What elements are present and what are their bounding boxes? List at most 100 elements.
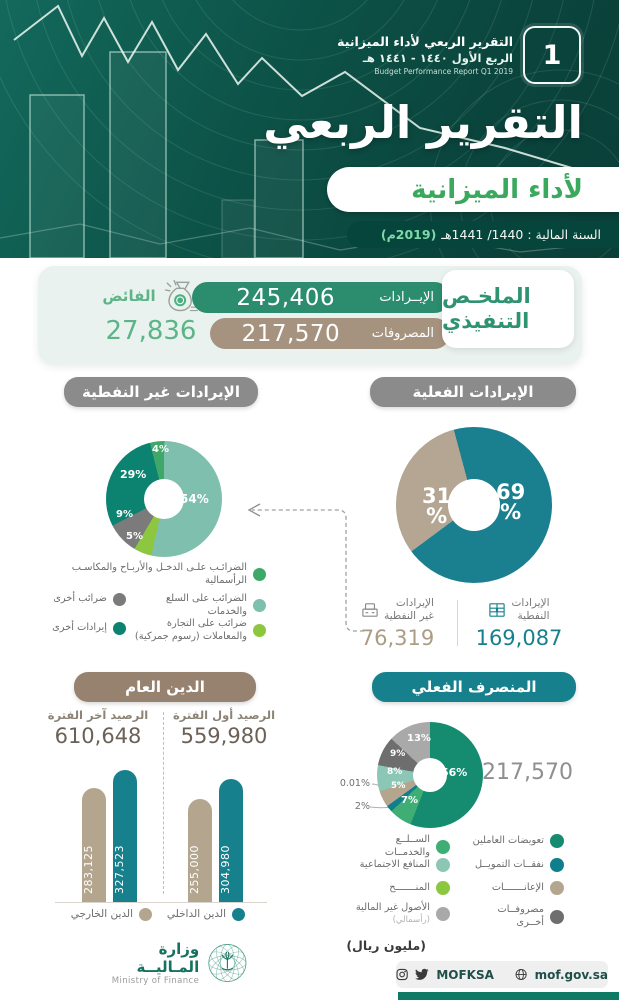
bar-internal-debt-end: 327,523 [113, 770, 137, 902]
pie-label-customs: 5% [126, 531, 143, 542]
legend-item-goods-services-exp: الســلــع والخدمــات [352, 834, 450, 859]
subtitle-strip: لأداء الميزانية [327, 167, 619, 212]
surplus-value: 27,836 [105, 316, 197, 346]
website-link[interactable]: mof.gov.sa [534, 967, 608, 982]
ministry-wordmark: وزارة المـاليــة Ministry of Finance [111, 940, 200, 986]
oil-revenues-label: الإيرادات النفطية [511, 597, 550, 623]
section-title-public-debt: الدين العام [74, 672, 256, 702]
pie-label-other-taxes: 9% [116, 509, 133, 520]
legend-item-other-revenues: إيرادات أخرى [40, 622, 126, 635]
issue-number-badge: 1 [523, 26, 581, 84]
donut-hole [413, 758, 447, 792]
stats-divider [457, 600, 458, 646]
pie-label-goods-services: 54% [180, 492, 209, 506]
revenues-pill: الإيــرادات 245,406 [192, 282, 450, 313]
surplus-block: الفائض 27,836 [86, 278, 216, 346]
legend-item-income-tax: الضرائـب علـى الدخـل والأربـاح والمكاسـب… [70, 562, 266, 587]
legend-dot [436, 858, 450, 872]
nonoil-revenues-stat: الإيرادات غير النفطية 76,319 [345, 597, 450, 650]
legend-item-external-debt: الدين الخارجي [62, 908, 152, 922]
legend-item-social-benefits: المنافع الاجتماعية [352, 858, 450, 872]
debt-groups-divider [163, 712, 164, 894]
surplus-label: الفائض [102, 287, 156, 305]
badge-line2: الربع الأول ١٤٤٠ - ١٤٤١ هـ [362, 51, 513, 65]
badge-line3: Budget Performance Report Q1 2019 [374, 67, 513, 76]
legend-item-other-taxes: ضرائب أخرى [40, 593, 126, 606]
legend-item-grants: المنـــــــح [352, 881, 450, 895]
expenses-label: المصروفات [371, 326, 434, 341]
legend-item-other-expenses: مصروفــات أخــرى [468, 904, 564, 929]
nonoil-revenues-label: الإيرادات غير النفطية [384, 597, 434, 623]
badge-line1: التقرير الربعي لأداء الميزانية [337, 34, 513, 49]
ministry-emblem-icon [208, 944, 247, 982]
fiscal-year-gregorian: (2019م) [380, 227, 437, 242]
exp-label-social: 8% [387, 767, 403, 777]
legend-dot [436, 906, 450, 921]
exp-label-other-expenses: 9% [390, 749, 406, 759]
social-handle[interactable]: MOFKSA [436, 967, 494, 982]
executive-summary-card: الفائض 27,836 الإيــرادات 245,406 المصرو… [38, 266, 582, 364]
legend-item-nonfinancial-assets: الأصول غير المالية (رأسمالي) [352, 902, 450, 926]
nonoil-revenues-pie-chart: 4% 54% 5% 9% 29% [106, 441, 222, 557]
donut-hole [448, 479, 500, 531]
header-banner: التقرير الربعي لأداء الميزانية الربع الأ… [0, 0, 619, 258]
oil-revenues-value: 169,087 [475, 626, 563, 651]
exp-label-nonfinancial: 13% [407, 733, 431, 744]
pie-hole [144, 479, 184, 519]
social-bar[interactable]: MOFKSA mof.gov.sa [396, 961, 608, 988]
legend-item-financing: نفقــات التمويــل [468, 858, 564, 872]
donut-label-nonoil: 31% [422, 484, 452, 528]
legend-dot [232, 908, 245, 922]
bars-baseline [55, 902, 267, 903]
ministry-logo: وزارة المـاليــة Ministry of Finance [103, 940, 248, 986]
report-badge: التقرير الربعي لأداء الميزانية الربع الأ… [337, 26, 581, 84]
footer-accent-strip [398, 992, 619, 1000]
page-title: التقرير الربعي [263, 96, 583, 149]
section-title-actual-revenues: الإيرادات الفعلية [370, 377, 576, 407]
header-decoration [0, 0, 619, 258]
actual-revenues-donut-chart: 69% 31% [396, 427, 552, 583]
money-bag-icon [164, 279, 198, 312]
legend-item-subsidies: الإعانـــــــات [468, 881, 564, 895]
bar-internal-debt-start: 304,980 [219, 779, 243, 902]
exp-label-financing: 2% [354, 801, 370, 812]
legend-dot [253, 568, 266, 582]
industry-icon [362, 603, 378, 617]
fiscal-year-label: السنة المالية : 1440/ 1441هـ [441, 227, 601, 242]
exp-label-grants: 0.01% [339, 778, 370, 789]
expenditure-total: 217,570 [482, 760, 573, 785]
issue-number: 1 [542, 39, 562, 71]
instagram-icon[interactable] [396, 968, 408, 981]
legend-item-compensation: تعويضات العاملين [468, 834, 564, 848]
section-title-actual-expenditure: المنصرف الفعلي [372, 672, 576, 702]
legend-dot [550, 858, 564, 872]
legend-dot [113, 593, 126, 606]
globe-icon[interactable] [515, 968, 528, 981]
page-subtitle: لأداء الميزانية [411, 174, 583, 205]
legend-item-internal-debt: الدين الداخلي [165, 908, 245, 922]
legend-dot [113, 622, 126, 635]
legend-item-goods-services: الضرائب على السلع والخدمات [128, 593, 266, 618]
bar-external-debt-start: 255,000 [188, 799, 212, 902]
exp-label-subsidies: 5% [391, 781, 406, 791]
debt-end-balance: الرصيد آخر الفترة 610,648 [47, 708, 149, 748]
twitter-icon[interactable] [415, 968, 429, 981]
pie-label-income-tax: 4% [152, 444, 169, 455]
expenditure-donut-chart: 56% 7% 5% 8% 9% 13% [377, 722, 483, 828]
legend-item-customs: ضرائب على التجارة والمعاملات (رسوم جمركي… [128, 618, 266, 643]
section-title-nonoil-revenues: الإيرادات غير النفطية [64, 377, 258, 407]
legend-dot [550, 909, 564, 924]
legend-dot [139, 908, 152, 922]
exp-label-compensation: 56% [441, 766, 468, 779]
expenses-pill: المصروفات 217,570 [210, 318, 450, 349]
oil-pump-icon [489, 603, 506, 617]
donut-label-oil: 69% [496, 480, 526, 524]
revenues-value: 245,406 [236, 284, 335, 311]
unit-note: (مليون ريال) [346, 938, 426, 953]
revenues-label: الإيــرادات [379, 290, 434, 305]
report-badge-text: التقرير الربعي لأداء الميزانية الربع الأ… [337, 34, 513, 76]
exp-label-goods: 7% [401, 795, 418, 806]
legend-dot [436, 881, 450, 895]
legend-dot [550, 881, 564, 895]
